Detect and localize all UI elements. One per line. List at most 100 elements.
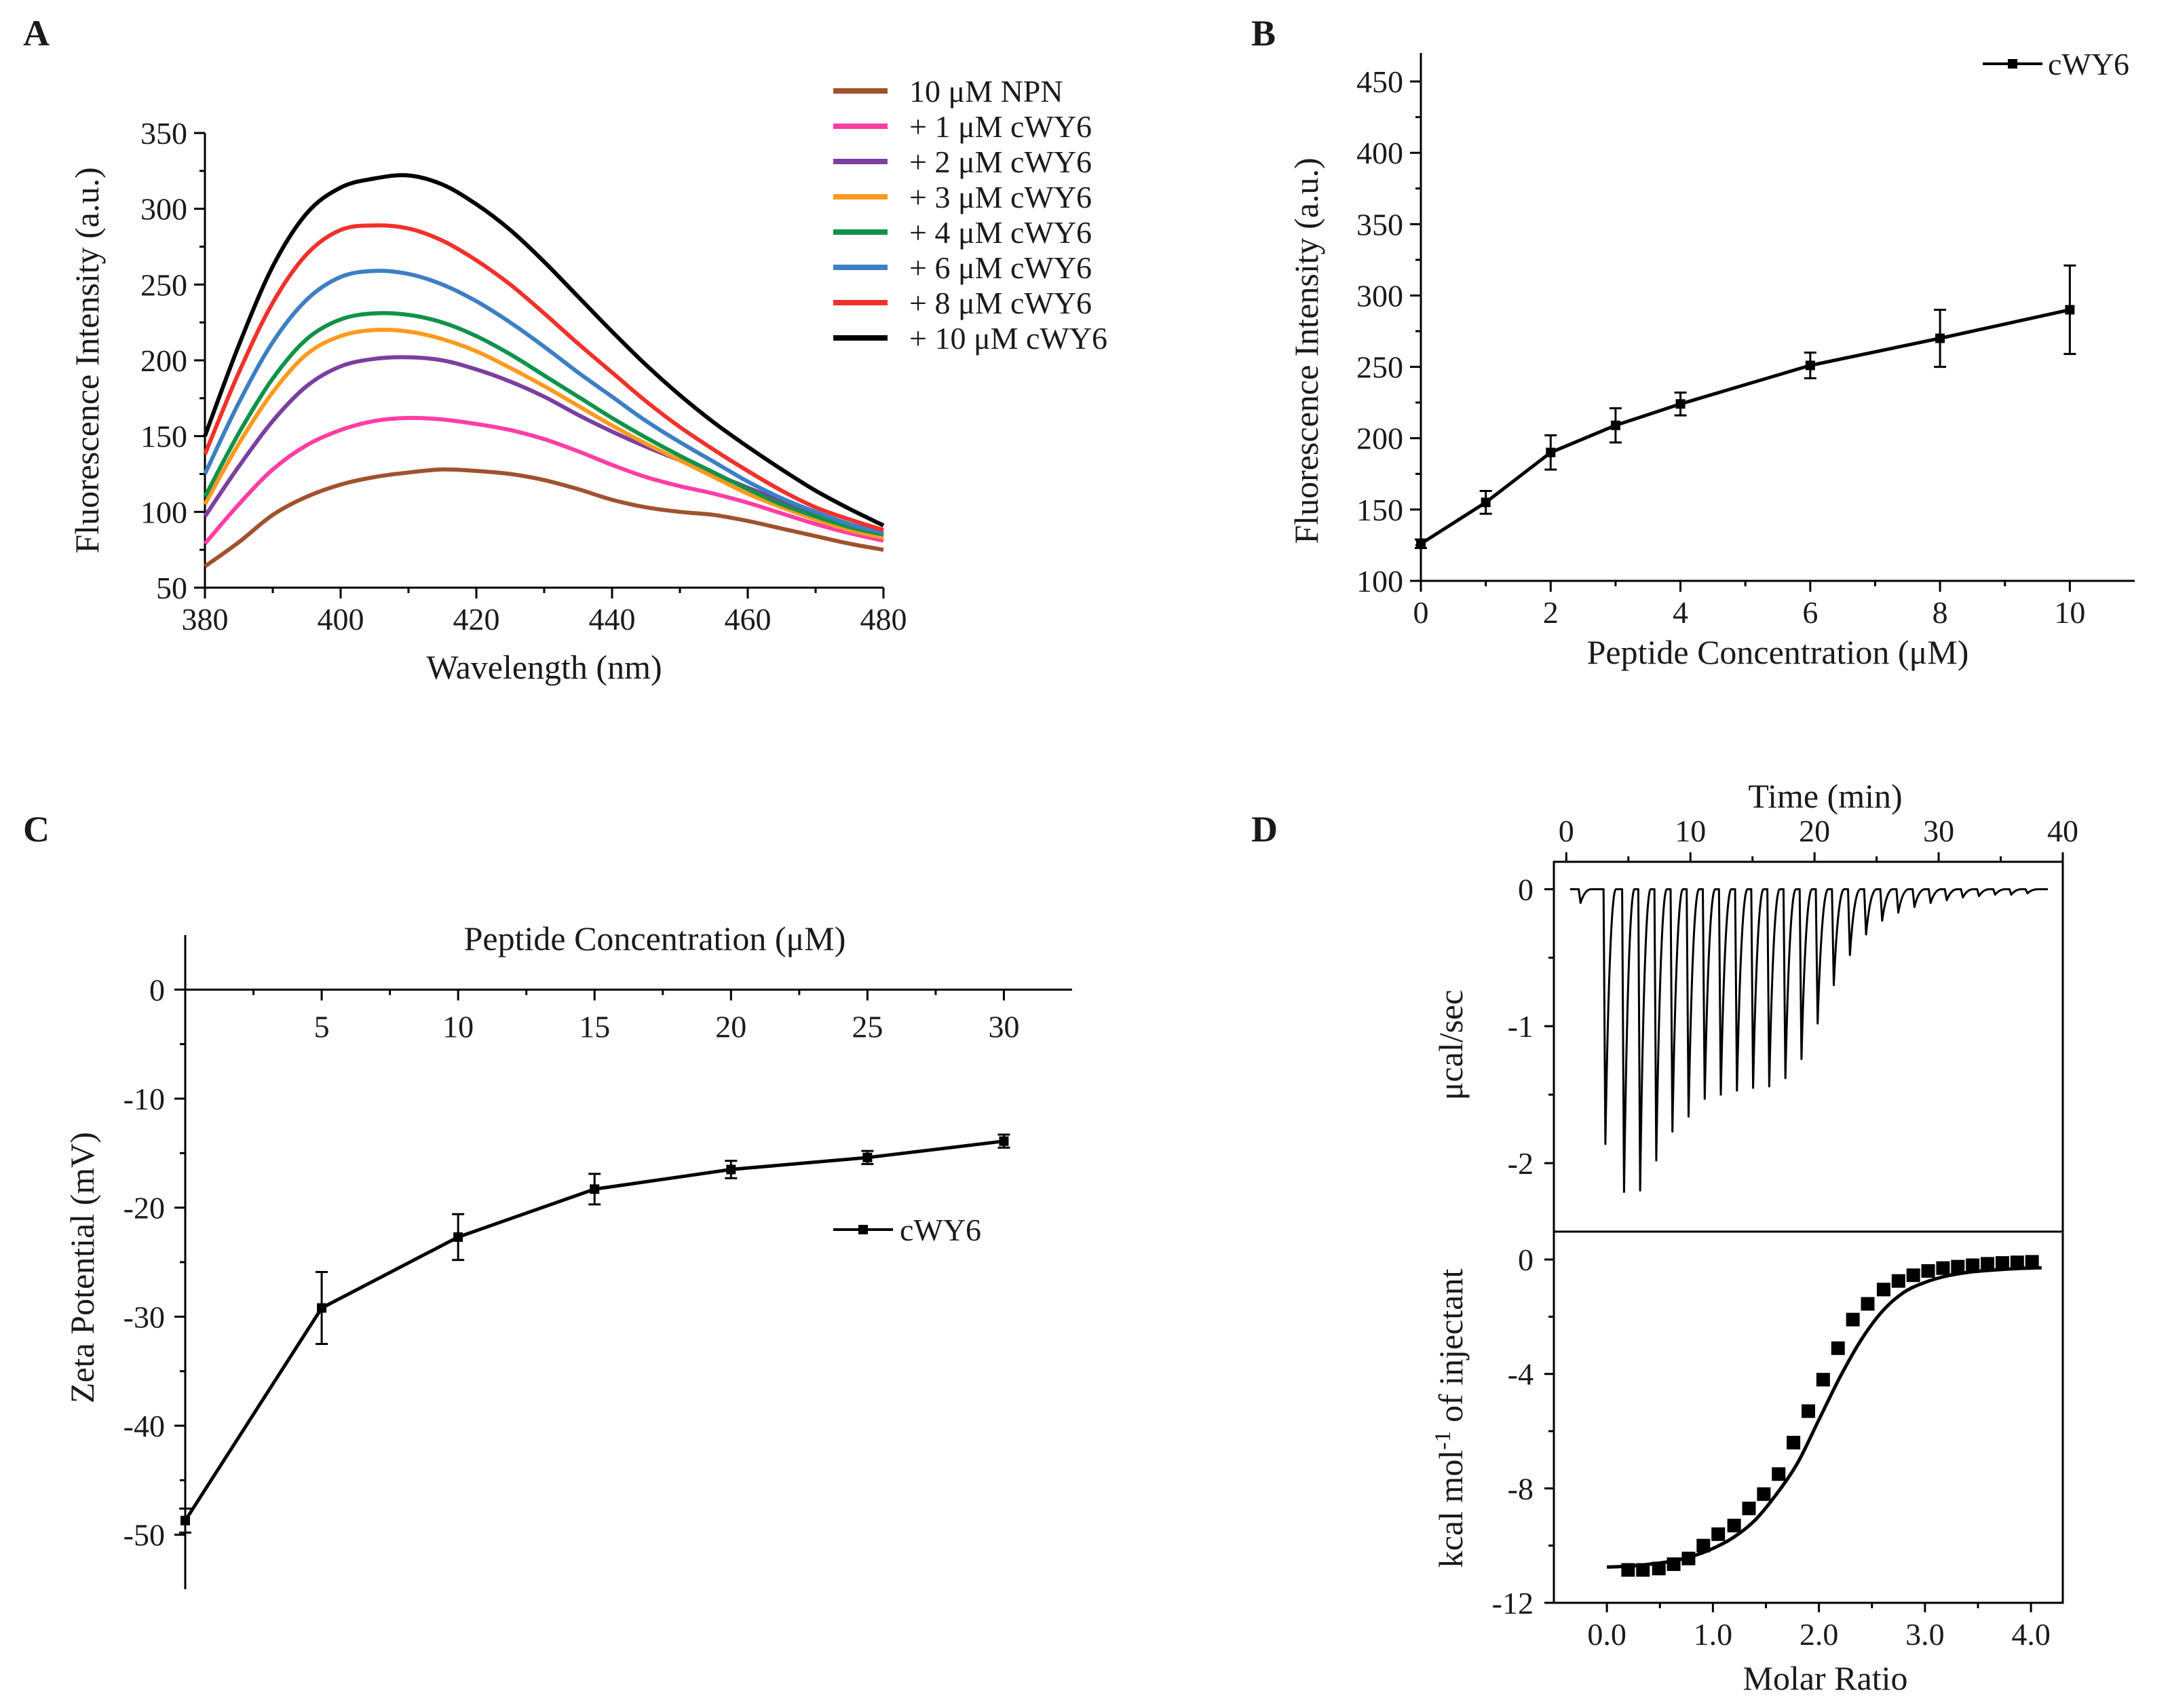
data-point [453,1232,463,1242]
x-tick-label-bottom: 2.0 [1800,1617,1839,1652]
x-tick-label-bottom: 4.0 [2011,1617,2051,1652]
legend-label: 10 μM NPN [909,74,1063,109]
data-point [1891,1274,1905,1288]
data-point [1681,1551,1696,1565]
data-point [1951,1259,1965,1274]
y-tick-label: 400 [1356,136,1403,170]
panel-label-a: A [23,13,50,54]
data-point [1610,420,1620,430]
x-tick-label-top: 30 [1923,814,1954,848]
data-point [726,1164,736,1175]
data-point [1481,497,1491,508]
data-point [2065,305,2075,315]
y-axis-label: Fluorescence Intensity (a.u.) [1287,157,1325,544]
series-line-7 [203,173,885,528]
x-tick-label: 0 [1413,595,1429,630]
legend-label: + 3 μM cWY6 [909,180,1092,214]
y-tick-label: 200 [1356,421,1403,456]
y-tick-label: 300 [140,192,187,227]
panel-label-c: C [23,809,50,850]
y-tick-label: 200 [140,343,187,378]
y-tick-label: -40 [123,1409,165,1443]
y-tick-label: 100 [140,495,187,529]
y-tick-label: 250 [140,267,187,302]
data-point [1995,1256,2009,1270]
series-line-5 [203,269,884,535]
y-axis-label-top: μcal/sec [1432,990,1470,1101]
data-point [1861,1297,1875,1311]
y-tick-label-top: -2 [1508,1146,1534,1181]
series-line-4 [203,311,884,537]
data-point [1667,1557,1681,1572]
data-point [317,1303,327,1313]
data-point [1935,333,1945,343]
y-axis-label: Zeta Potential (mV) [63,1132,101,1403]
y-tick-label: 150 [140,419,187,454]
data-point [590,1184,600,1194]
data-point [1727,1519,1741,1533]
x-axis-label: Peptide Concentration (μM) [464,919,846,957]
data-point [1876,1283,1890,1297]
x-tick-label-top: 0 [1559,814,1574,848]
series-line-1 [203,415,884,546]
data-point [1675,399,1686,409]
data-point [1772,1467,1786,1481]
data-point [1652,1561,1666,1576]
y-tick-label-bottom: -4 [1508,1357,1534,1392]
legend-label: + 2 μM cWY6 [909,145,1092,179]
y-tick-label: -50 [123,1518,165,1553]
x-tick-label: 4 [1673,595,1688,630]
series-line-0 [204,467,884,569]
data-point [2010,1255,2024,1270]
data-point [1636,1563,1650,1577]
x-tick-label: 20 [715,1009,746,1044]
x-axis-label-bottom: Molar Ratio [1743,1659,1907,1697]
data-point [2025,1255,2039,1269]
x-tick-label: 460 [725,602,772,637]
panel-a-wavelength-scan: A 50 100 150 200 250 300 350 380 400 420 440 460 480 W… [23,13,1107,686]
data-point [1805,360,1815,371]
series-line-2 [203,355,884,537]
y-tick-label: 250 [1356,350,1403,385]
y-tick-label-bottom: -12 [1492,1586,1534,1620]
x-tick-label: 380 [182,602,229,637]
x-tick-label-bottom: 0.0 [1587,1617,1626,1652]
data-point [1416,539,1426,549]
data-point [1936,1261,1950,1275]
x-tick-label: 30 [988,1009,1019,1044]
x-axis-label: Peptide Concentration (μM) [1587,633,1969,671]
x-tick-label: 400 [318,602,364,637]
panel-c-zeta-potential: C 0 -10 -20 -30 -40 -50 5 10 15 20 25 30 Peptide Conc… [23,809,1072,1589]
x-tick-label: 15 [579,1009,610,1044]
y-tick-label: 300 [1356,278,1403,313]
x-tick-label: 6 [1802,595,1818,630]
y-axis-label-bottom: kcal mol-1 of injectant [1430,1269,1470,1568]
legend-label: + 8 μM cWY6 [909,286,1092,320]
x-axis-label: Wavelength (nm) [426,648,662,686]
x-tick-label-top: 40 [2047,814,2078,848]
panel-label-b: B [1251,13,1276,54]
legend-label: + 1 μM cWY6 [909,109,1092,144]
x-tick-label: 10 [442,1009,474,1044]
data-point [1831,1341,1845,1355]
data-point [1921,1264,1935,1278]
x-axis-label-top: Time (min) [1748,777,1902,815]
data-point [1696,1538,1711,1553]
panel-label-d: D [1251,809,1278,850]
x-tick-label-top: 20 [1799,814,1830,848]
legend-label: cWY6 [2048,47,2129,81]
y-tick-label-top: -1 [1508,1009,1534,1044]
x-tick-label: 8 [1933,595,1948,630]
data-point [1981,1257,1995,1271]
panel-b-fluorescence-vs-concentration: B 100 150 200 250 300 350 400 450 0 2 4 6 8 10 Peptide … [1251,13,2135,671]
legend-label: cWY6 [900,1213,981,1247]
data-point [1546,447,1556,457]
data-point [1742,1501,1756,1515]
x-tick-label: 480 [860,602,907,637]
legend-marker [858,1225,868,1234]
legend-marker [2008,59,2017,69]
series-line-3 [203,327,884,540]
series-line-cwy6 [1419,308,2072,546]
data-point [180,1515,190,1525]
